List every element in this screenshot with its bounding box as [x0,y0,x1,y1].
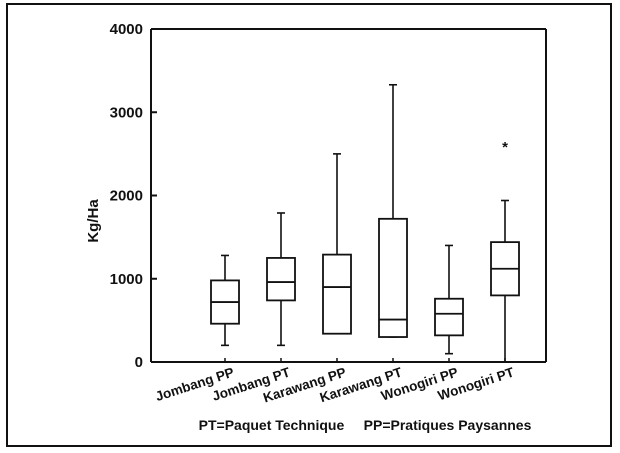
y-tick-label-1000: 1000 [110,271,143,288]
axes: 0 1000 2000 3000 4000 [110,21,547,371]
y-tick-label-0: 0 [135,354,143,371]
box-jombang-pt [266,212,296,362]
iqr-box [378,217,408,338]
iqr-box [434,297,464,337]
y-tick-label-4000: 4000 [110,21,143,38]
iqr-box [322,253,352,335]
box-series: * [210,83,520,363]
box-wonogiri-pp [434,244,464,362]
outlier-marker: * [502,139,508,156]
box-karawang-pp [322,153,352,362]
box-jombang-pp [210,254,240,362]
y-axis-label: Kg/Ha [85,199,102,243]
y-tick-label-3000: 3000 [110,104,143,121]
y-tick-label-2000: 2000 [110,188,143,205]
chart-frame: 0 1000 2000 3000 4000 * Jombang PP Jombang PT… [6,3,612,447]
box-wonogiri-pt [490,199,520,363]
chart-footnote: PT=Paquet Technique PP=Pratiques Paysann… [199,417,532,433]
box-karawang-pt [378,83,408,362]
iqr-box [266,257,296,302]
